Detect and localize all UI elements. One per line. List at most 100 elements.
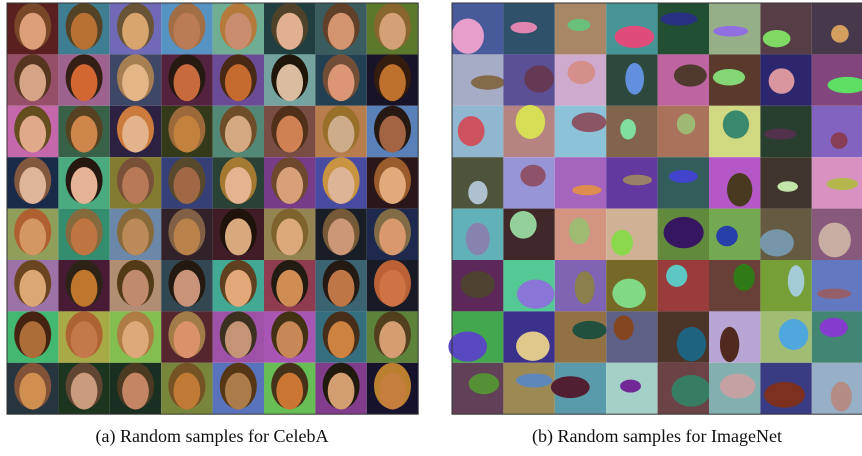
face: [173, 166, 201, 204]
object-blob: [468, 373, 500, 395]
face: [327, 218, 355, 256]
object-blob: [622, 174, 653, 186]
object-blob: [817, 288, 852, 299]
face: [276, 269, 304, 307]
sample-image: [606, 311, 658, 363]
object-blob: [625, 62, 645, 95]
object-blob: [719, 373, 756, 399]
face: [224, 64, 252, 102]
face: [379, 321, 406, 359]
face: [70, 166, 98, 204]
object-blob: [727, 172, 753, 207]
object-blob: [612, 278, 646, 308]
object-blob: [517, 279, 555, 309]
face: [379, 12, 406, 50]
face: [327, 321, 355, 359]
object-blob: [764, 381, 805, 408]
grid-border: [451, 2, 862, 415]
face: [224, 269, 252, 307]
object-blob: [666, 264, 688, 287]
face: [379, 115, 406, 153]
face: [173, 115, 201, 153]
object-blob: [550, 376, 590, 399]
object-blob: [671, 375, 711, 407]
object-blob: [716, 225, 738, 247]
face: [224, 12, 252, 50]
sample-image: [554, 105, 607, 158]
face: [122, 269, 149, 307]
object-blob: [567, 60, 596, 85]
sample-image: [554, 157, 607, 209]
object-blob: [768, 68, 795, 94]
object-blob: [572, 184, 602, 196]
object-blob: [611, 229, 633, 256]
object-blob: [574, 271, 595, 305]
face: [173, 12, 201, 50]
object-blob: [457, 116, 485, 147]
face: [327, 12, 355, 50]
object-blob: [764, 128, 797, 140]
object-blob: [568, 217, 590, 245]
object-blob: [516, 373, 553, 388]
object-blob: [668, 169, 698, 183]
face: [224, 321, 252, 359]
object-blob: [676, 113, 696, 135]
face: [19, 321, 47, 359]
object-blob: [722, 110, 750, 139]
object-blob: [516, 331, 550, 361]
object-blob: [509, 211, 537, 239]
face: [122, 218, 149, 256]
face: [327, 115, 355, 153]
object-blob: [460, 271, 495, 299]
face: [327, 64, 355, 102]
object-blob: [778, 319, 809, 350]
object-blob: [713, 25, 749, 37]
face: [122, 166, 149, 204]
face: [70, 372, 98, 410]
object-blob: [831, 24, 849, 43]
sample-image: [657, 3, 709, 55]
face: [224, 166, 252, 204]
face: [122, 321, 149, 359]
celeba-grid: [6, 2, 419, 415]
face: [327, 269, 355, 307]
face: [19, 372, 47, 410]
object-blob: [819, 317, 848, 338]
face: [70, 115, 98, 153]
object-blob: [613, 315, 634, 341]
object-blob: [676, 326, 707, 362]
object-blob: [465, 222, 490, 256]
face: [276, 372, 304, 410]
object-blob: [567, 18, 591, 32]
object-blob: [451, 18, 484, 54]
face: [327, 372, 355, 410]
face: [327, 166, 355, 204]
object-blob: [620, 379, 641, 393]
sample-image: [811, 105, 862, 158]
imagenet-grid: [448, 2, 862, 415]
face: [70, 64, 98, 102]
face: [379, 166, 406, 204]
caption: (b) Random samples for ImageNet: [532, 426, 782, 447]
object-blob: [830, 132, 848, 149]
object-blob: [620, 118, 636, 140]
face: [276, 12, 304, 50]
object-blob: [818, 222, 851, 258]
object-blob: [733, 264, 755, 291]
face: [173, 218, 201, 256]
face: [70, 218, 98, 256]
face: [276, 115, 304, 153]
sample-image: [657, 157, 709, 209]
face: [379, 372, 406, 410]
face: [19, 12, 47, 50]
object-blob: [614, 25, 655, 48]
face: [379, 64, 406, 102]
face: [19, 166, 47, 204]
object-blob: [762, 29, 791, 48]
face: [70, 321, 98, 359]
sample-image: [709, 260, 761, 312]
face: [19, 269, 47, 307]
object-blob: [827, 76, 862, 94]
